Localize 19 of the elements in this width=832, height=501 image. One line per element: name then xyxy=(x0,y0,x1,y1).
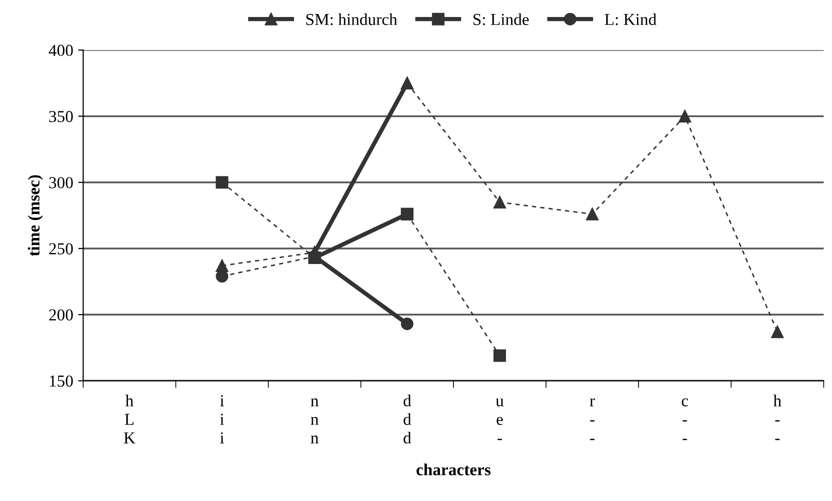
x-tick-label: n n n xyxy=(310,398,319,444)
y-tick-label: 150 xyxy=(50,375,73,387)
y-axis-title: time (msec) xyxy=(28,175,43,256)
y-tick-label: 400 xyxy=(48,44,73,56)
legend-label: S: Linde xyxy=(473,13,529,26)
y-tick-label: 200 xyxy=(49,309,73,321)
x-tick-label: c - - xyxy=(682,398,688,440)
x-tick-label: h L K xyxy=(124,394,136,444)
legend-label: L: Kind xyxy=(604,13,656,26)
x-axis-title: characters xyxy=(416,464,491,476)
x-tick-label: u e - xyxy=(496,398,504,440)
y-tick-label: 250 xyxy=(49,243,73,254)
x-tick-label: i i i xyxy=(220,395,224,444)
legend-label: SM: hindurch xyxy=(306,13,398,26)
x-tick-label: h - - xyxy=(773,394,782,440)
x-tick-label: r - - xyxy=(590,398,595,440)
x-tick-label: d d d xyxy=(404,394,412,444)
y-tick-label: 350 xyxy=(49,110,73,122)
y-tick-label: 300 xyxy=(49,177,73,188)
